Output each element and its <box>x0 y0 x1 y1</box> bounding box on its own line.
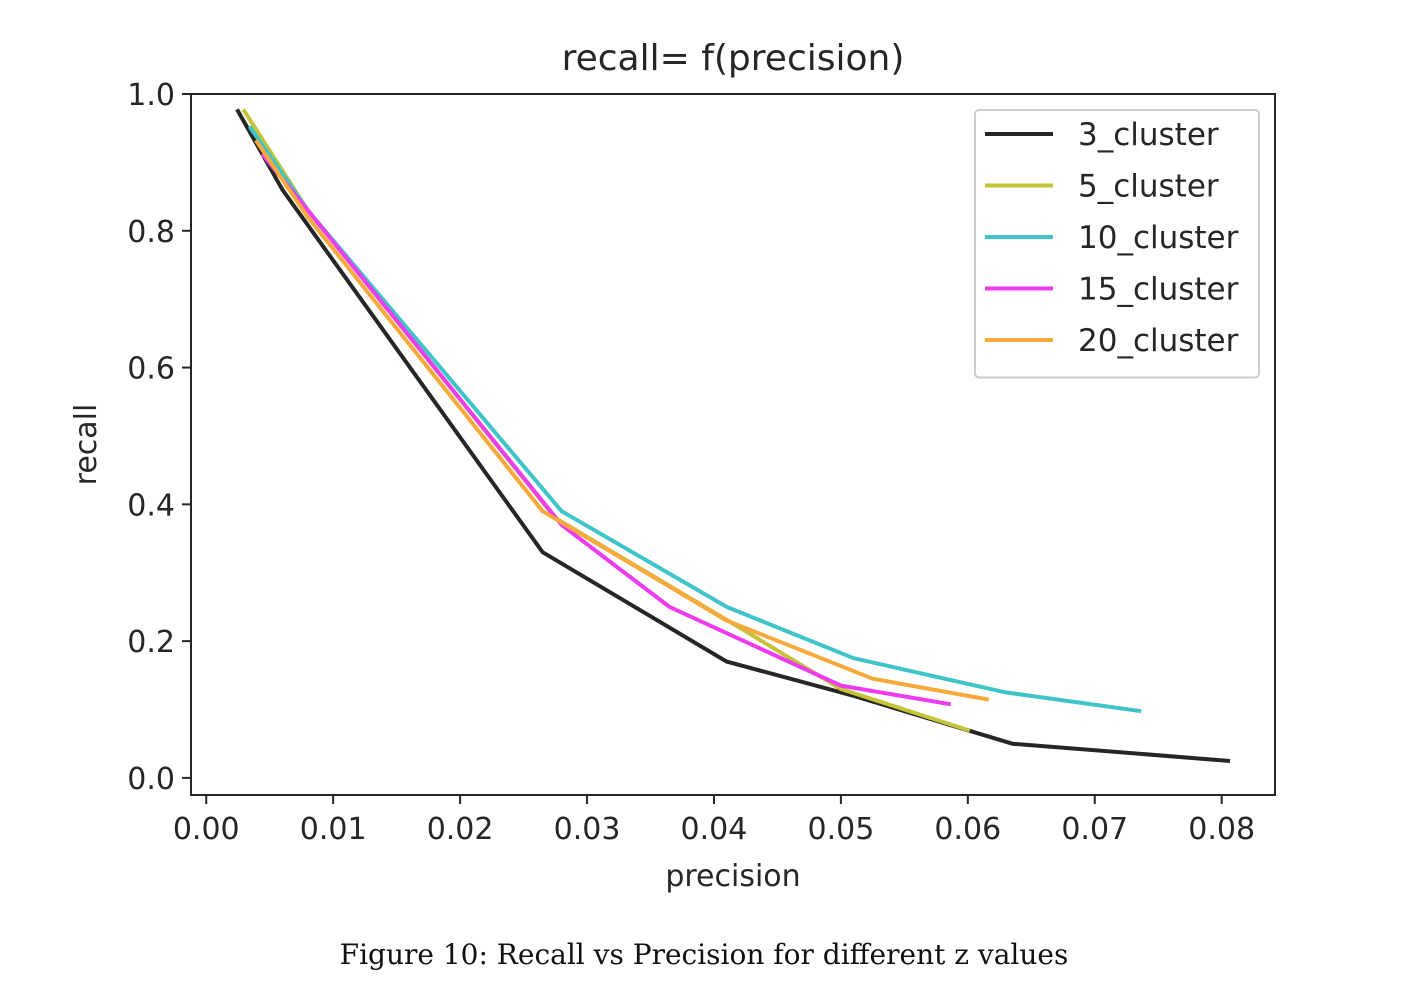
y-tick-label: 0.8 <box>127 215 175 250</box>
figure-caption: Figure 10: Recall vs Precision for diffe… <box>339 938 1069 971</box>
y-tick-label: 0.2 <box>127 625 175 660</box>
x-tick-label: 0.00 <box>173 812 240 847</box>
y-tick-label: 1.0 <box>127 78 175 113</box>
series-line-15_cluster <box>260 152 952 707</box>
x-tick-label: 0.05 <box>807 812 874 847</box>
plot-area: recall= f(precision) 0.00 0.01 0.02 0.03 0.04… <box>69 38 1276 894</box>
legend: 3_cluster 5_cluster 10_cluster 15_cluster 20… <box>974 109 1260 379</box>
x-tick-label: 0.02 <box>427 812 494 847</box>
x-tick-label: 0.01 <box>300 812 367 847</box>
series-line-5_cluster <box>241 108 971 733</box>
series-line-20_cluster <box>254 139 990 702</box>
legend-label-20_cluster: 20_cluster <box>1078 323 1239 359</box>
y-axis-label: recall <box>69 404 104 486</box>
y-tick-label: 0.6 <box>127 352 175 387</box>
chart-title: recall= f(precision) <box>562 38 905 79</box>
series-line-3_cluster <box>235 108 1231 763</box>
x-tick-label: 0.03 <box>554 812 621 847</box>
y-tick-label: 0.4 <box>127 488 175 523</box>
y-tick-label: 0.0 <box>127 762 175 797</box>
x-tick-label: 0.07 <box>1061 812 1128 847</box>
legend-box <box>974 109 1260 379</box>
chart-figure: recall= f(precision) 0.00 0.01 0.02 0.03 0.04… <box>69 38 1276 894</box>
x-tick-label: 0.08 <box>1188 812 1255 847</box>
plot-frame <box>190 93 1276 796</box>
legend-label-10_cluster: 10_cluster <box>1078 220 1239 256</box>
legend-label-3_cluster: 3_cluster <box>1078 117 1219 153</box>
legend-label-15_cluster: 15_cluster <box>1078 272 1239 308</box>
legend-label-5_cluster: 5_cluster <box>1078 169 1219 205</box>
x-tick-label: 0.06 <box>934 812 1001 847</box>
x-axis-label: precision <box>665 859 800 894</box>
x-tick-label: 0.04 <box>681 812 748 847</box>
